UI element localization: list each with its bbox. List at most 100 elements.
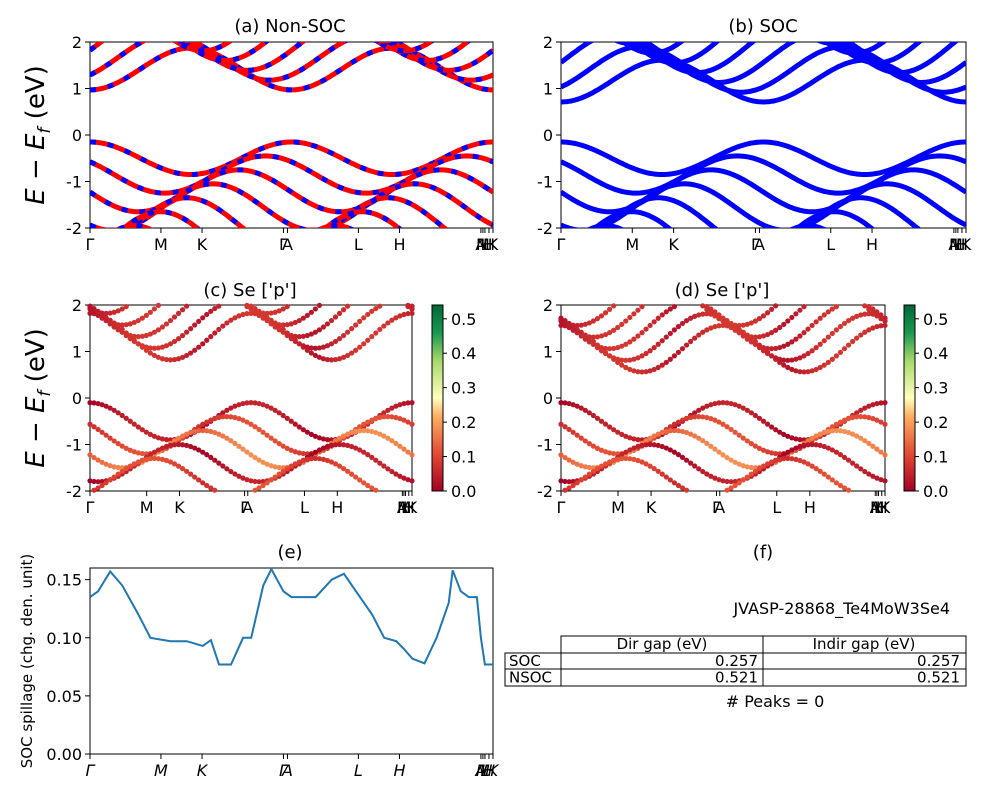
band-point <box>643 369 649 375</box>
y-tick-label: 0 <box>72 389 82 408</box>
band-point <box>163 343 170 349</box>
band-point <box>200 421 206 427</box>
band-point <box>704 311 710 317</box>
band-point <box>385 466 391 472</box>
band-point <box>292 333 298 339</box>
band-point <box>683 429 690 436</box>
y-tick-label: 1 <box>543 80 553 99</box>
band-point <box>570 402 576 408</box>
band-point <box>829 424 835 430</box>
band-point <box>586 441 592 447</box>
band-point <box>777 429 783 435</box>
band-point <box>679 346 686 352</box>
band-point <box>268 463 274 469</box>
x-tick-label: L <box>480 761 489 780</box>
x-tick-label: K <box>488 761 500 780</box>
band-point <box>586 410 592 416</box>
band-point <box>882 478 888 484</box>
band-point <box>631 356 637 362</box>
band-point <box>175 310 182 316</box>
band-point <box>373 429 379 436</box>
band-point <box>785 318 791 324</box>
band-point <box>139 457 145 464</box>
band-point <box>720 421 726 427</box>
band-point <box>590 465 597 471</box>
band-point <box>373 457 379 463</box>
x-tick-label: L <box>826 235 835 254</box>
band-point <box>866 440 872 447</box>
band-point <box>647 435 653 441</box>
band-point <box>870 416 876 422</box>
y-tick-label: -2 <box>537 482 553 501</box>
band-point <box>123 303 129 310</box>
band-point <box>87 306 93 312</box>
y-tick-label: 0.15 <box>46 571 82 590</box>
band-point <box>377 414 383 421</box>
band-point <box>781 452 787 458</box>
band-point <box>671 449 678 455</box>
band-point <box>300 343 306 349</box>
band-point <box>623 433 629 439</box>
band-point <box>837 452 844 458</box>
band-point <box>139 343 145 349</box>
band-point <box>232 471 238 477</box>
band-point <box>866 414 872 421</box>
band-point <box>866 403 872 409</box>
band-point <box>304 332 310 339</box>
band-point <box>316 302 323 308</box>
band-point <box>833 427 840 434</box>
band-point <box>708 310 714 316</box>
band-point <box>256 485 262 491</box>
band-point <box>240 417 246 423</box>
band-point <box>200 315 206 321</box>
band-point <box>720 452 726 458</box>
band-point <box>179 354 186 360</box>
x-tick-label: Γ <box>557 498 566 517</box>
band-point <box>809 463 815 469</box>
band-point <box>336 435 343 441</box>
band-point <box>184 468 190 474</box>
band-point <box>385 320 391 326</box>
band-point <box>850 431 856 437</box>
band-point <box>598 333 605 339</box>
svg-text:E − Ef (eV): E − Ef (eV) <box>21 65 55 205</box>
x-tick-label: M <box>870 498 884 517</box>
band-point <box>736 480 742 486</box>
band-point <box>874 313 880 319</box>
band-point <box>639 437 645 443</box>
band-point <box>155 435 162 441</box>
band-point <box>586 320 592 326</box>
band-point <box>631 436 637 442</box>
band-point <box>131 333 137 339</box>
band-point <box>401 400 407 407</box>
x-tick-label: M <box>140 498 154 517</box>
band-point <box>611 450 617 457</box>
band-point <box>212 330 218 336</box>
y-tick-label: 2 <box>72 33 82 52</box>
band-point <box>651 366 657 373</box>
band-point <box>264 403 270 409</box>
band-point <box>252 308 258 314</box>
band-point <box>594 316 601 322</box>
band-point <box>586 464 592 471</box>
band-point <box>107 477 113 483</box>
band-lines <box>561 42 966 228</box>
axes-frame <box>89 567 494 755</box>
band-point <box>671 304 678 310</box>
band-point <box>578 322 584 328</box>
band-point <box>336 441 343 448</box>
band-line <box>180 42 472 64</box>
band-point <box>594 343 601 349</box>
band-point <box>103 317 109 324</box>
band-point <box>578 477 584 483</box>
band-point <box>220 414 226 420</box>
band-point <box>369 454 375 460</box>
band-point <box>216 414 222 421</box>
band-point <box>866 327 872 333</box>
band-point <box>381 323 387 329</box>
band-point <box>850 315 856 321</box>
band-point <box>736 461 742 467</box>
band-point <box>862 405 868 411</box>
band-point <box>95 400 101 407</box>
